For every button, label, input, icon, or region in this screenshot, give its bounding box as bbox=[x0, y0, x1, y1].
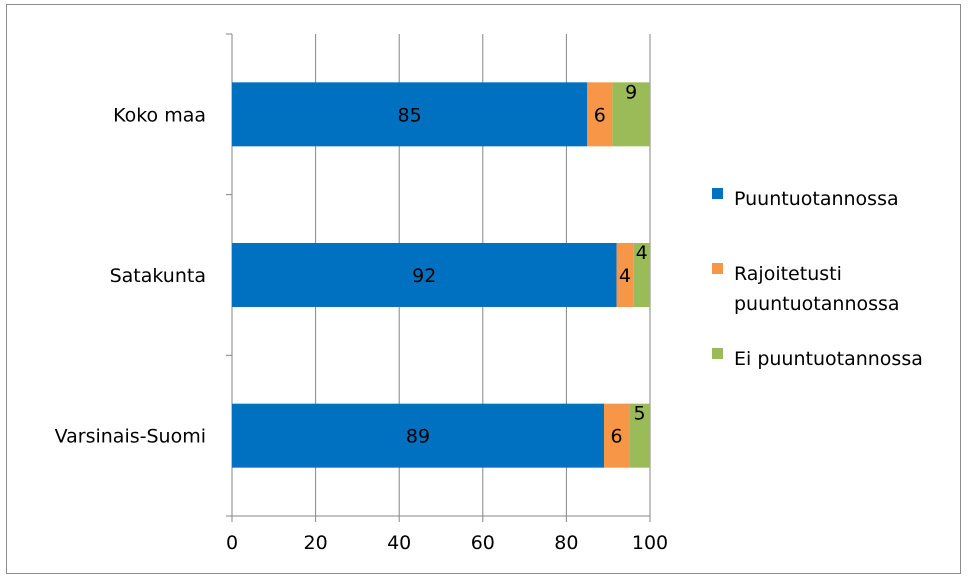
bar-satakunta-puuntuotannossa bbox=[232, 243, 617, 307]
bar-koko-maa-ei-puuntuotannossa bbox=[612, 82, 650, 147]
legend-swatch-rajoitetusti-puuntuotannossa bbox=[712, 263, 723, 274]
legend: Puuntuotannossa Rajoitetusti puuntuotannos… bbox=[712, 188, 923, 370]
data-label-satakunta-puuntuotannossa: 92 bbox=[412, 265, 436, 287]
legend-label-puuntuotannossa: Puuntuotannossa bbox=[734, 188, 899, 210]
bar-satakunta-rajoitetusti-puuntuotannossa bbox=[616, 243, 634, 307]
data-label-satakunta-ei-puuntuotannossa: 4 bbox=[636, 242, 648, 264]
legend-swatch-ei-puuntuotannossa bbox=[712, 348, 723, 359]
category-label-satakunta: Satakunta bbox=[110, 265, 206, 287]
x-tick-label-80: 80 bbox=[554, 532, 578, 554]
bar-varsinais-suomi-rajoitetusti-puuntuotannossa bbox=[604, 403, 630, 468]
data-label-koko-maa-ei-puuntuotannossa: 9 bbox=[625, 81, 637, 103]
category-label-varsinais-suomi: Varsinais-Suomi bbox=[55, 426, 206, 448]
x-tick-label-0: 0 bbox=[226, 532, 238, 554]
bar-koko-maa-puuntuotannossa bbox=[232, 82, 588, 147]
legend-label-rajoitetusti-puuntuotannossa: Rajoitetusti puuntuotannossa bbox=[734, 263, 900, 315]
category-label-koko-maa: Koko maa bbox=[113, 104, 206, 126]
legend-label-ei-puuntuotannossa: Ei puuntuotannossa bbox=[734, 348, 923, 370]
x-tick-label-60: 60 bbox=[471, 532, 495, 554]
bar-koko-maa-rajoitetusti-puuntuotannossa bbox=[587, 82, 613, 147]
data-label-varsinais-suomi-rajoitetusti-puuntuotannossa: 6 bbox=[611, 426, 623, 448]
data-label-satakunta-rajoitetusti-puuntuotannossa: 4 bbox=[619, 265, 631, 287]
bar-varsinais-suomi-puuntuotannossa bbox=[232, 403, 605, 468]
data-label-varsinais-suomi-puuntuotannossa: 89 bbox=[406, 426, 430, 448]
data-label-varsinais-suomi-ei-puuntuotannossa: 5 bbox=[634, 403, 646, 425]
bars bbox=[232, 82, 650, 468]
x-tick-label-40: 40 bbox=[387, 532, 411, 554]
x-tick-label-100: 100 bbox=[632, 532, 668, 554]
data-label-koko-maa-rajoitetusti-puuntuotannossa: 6 bbox=[594, 104, 606, 126]
bar-varsinais-suomi-ei-puuntuotannossa bbox=[629, 403, 650, 468]
data-label-koko-maa-puuntuotannossa: 85 bbox=[398, 104, 422, 126]
x-tick-label-20: 20 bbox=[304, 532, 328, 554]
bar-satakunta-ei-puuntuotannossa bbox=[633, 243, 650, 307]
legend-swatch-puuntuotannossa bbox=[712, 188, 723, 199]
